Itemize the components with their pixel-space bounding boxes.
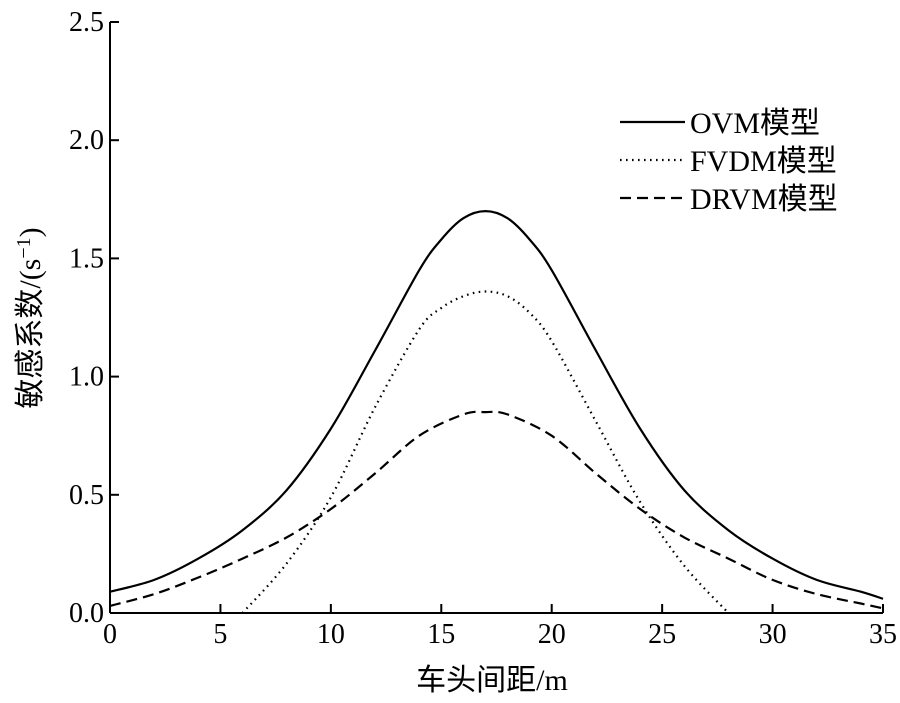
y-tick-label: 2.5 [69,7,104,38]
y-axis-ticks: 0.0 0.5 1.0 1.5 2.0 2.5 [69,7,119,629]
legend-label: DRVM模型 [690,183,838,216]
series-lines [109,209,884,614]
x-axis-title: 车头间距/m [416,664,568,697]
y-axis-title-superscript: −1 [13,237,35,258]
y-tick-label: 1.0 [69,362,104,393]
y-axis-title-main: 敏感系数/(s [14,259,47,409]
y-tick-label: 0.0 [69,598,104,629]
series-line [109,410,884,610]
x-tick-label: 20 [538,619,566,650]
x-tick-label: 25 [648,619,676,650]
legend-label: FVDM模型 [690,145,837,178]
y-axis-title-close: ) [14,227,47,237]
y-tick-label: 1.5 [69,243,104,274]
series-line [241,290,730,614]
legend: OVM模型 FVDM模型 DRVM模型 [620,107,838,216]
plot-area [109,22,883,614]
x-tick-label: 0 [103,619,117,650]
series-line [109,209,884,600]
y-axis-title: 敏感系数/(s−1) [13,227,47,408]
x-tick-label: 35 [869,619,897,650]
x-axis-ticks: 0 5 10 15 20 25 30 35 [103,604,897,650]
x-tick-label: 30 [759,619,787,650]
x-tick-label: 5 [213,619,227,650]
x-tick-label: 10 [317,619,345,650]
y-tick-label: 0.5 [69,480,104,511]
y-tick-label: 2.0 [69,125,104,156]
legend-label: OVM模型 [690,107,820,140]
x-tick-label: 15 [427,619,455,650]
